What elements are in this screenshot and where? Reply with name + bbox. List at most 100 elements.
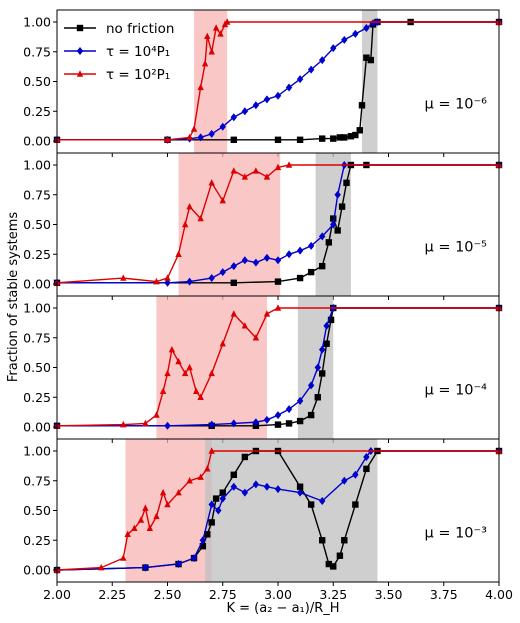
legend: no friction τ = 10⁴P₁ τ = 10²P₁	[64, 21, 174, 83]
data-point	[219, 122, 226, 131]
x-tick-label: 3.00	[264, 587, 292, 602]
data-point	[208, 447, 215, 454]
data-point	[204, 531, 211, 538]
x-tick-label: 3.25	[319, 587, 347, 602]
x-tick-label: 4.00	[485, 587, 513, 602]
data-point	[274, 91, 282, 100]
y-tick-label: 0.50	[23, 217, 51, 232]
data-point	[296, 246, 304, 255]
data-point	[307, 381, 315, 390]
data-point	[164, 278, 171, 287]
data-point	[230, 136, 237, 144]
x-tick-label: 3.50	[375, 587, 403, 602]
data-point	[98, 563, 105, 571]
data-point	[241, 488, 249, 497]
data-point	[120, 420, 127, 428]
data-point	[347, 133, 355, 140]
data-point	[274, 256, 282, 265]
legend-label: τ = 10⁴P₁	[106, 44, 170, 60]
data-point	[285, 83, 293, 92]
data-point	[230, 279, 237, 287]
shaded-region	[205, 439, 378, 582]
data-point	[241, 107, 249, 116]
data-point	[193, 387, 200, 394]
data-point	[164, 274, 171, 281]
data-point	[323, 340, 330, 347]
shaded-region	[156, 296, 267, 439]
y-tick-label: 1.00	[23, 444, 51, 459]
data-point	[252, 258, 260, 267]
series-line	[57, 21, 499, 141]
data-point	[219, 340, 226, 347]
x-tick-label: 2.75	[209, 587, 237, 602]
data-point	[186, 477, 193, 484]
data-point	[159, 488, 167, 496]
data-point	[356, 127, 363, 134]
data-point	[252, 480, 260, 489]
legend-marker	[76, 47, 84, 55]
data-point	[274, 485, 282, 494]
data-point	[219, 494, 226, 503]
data-point	[307, 241, 315, 250]
data-point	[164, 500, 171, 508]
data-point	[208, 179, 215, 186]
y-tick-label: 0.00	[23, 134, 51, 149]
x-tick-label: 2.25	[98, 587, 126, 602]
data-point	[330, 44, 337, 53]
data-point	[146, 524, 154, 532]
data-point	[352, 501, 359, 508]
data-point	[197, 393, 204, 400]
data-point	[164, 136, 171, 143]
data-point	[230, 310, 237, 317]
y-axis-label: Fraction of stable systems	[6, 212, 21, 383]
y-tick-label: 0.25	[23, 247, 51, 262]
data-point	[124, 530, 131, 537]
data-point	[120, 274, 127, 281]
data-point	[164, 421, 171, 430]
data-point	[323, 321, 330, 330]
y-tick-label: 0.75	[23, 330, 51, 345]
data-point	[175, 560, 182, 569]
data-point	[212, 24, 220, 31]
data-point	[341, 35, 348, 44]
y-tick-label: 0.75	[23, 187, 51, 202]
data-point	[363, 465, 370, 473]
data-point	[131, 524, 138, 532]
data-point	[230, 262, 237, 271]
data-point	[274, 411, 282, 420]
data-point	[197, 473, 204, 480]
data-point	[325, 560, 333, 568]
data-point	[190, 554, 198, 563]
data-point	[338, 203, 346, 210]
y-tick-label: 0.00	[23, 420, 51, 435]
data-point	[208, 519, 215, 526]
data-point	[217, 30, 224, 37]
data-point	[153, 277, 160, 285]
data-point	[296, 136, 304, 144]
data-point	[341, 537, 348, 544]
data-point	[215, 506, 222, 515]
data-point	[230, 419, 237, 428]
data-point	[241, 256, 249, 265]
data-point	[186, 133, 193, 141]
data-point	[204, 465, 211, 472]
data-point	[159, 387, 167, 394]
data-point	[252, 167, 260, 174]
x-tick-label: 3.75	[430, 587, 458, 602]
y-tick-label: 0.25	[23, 390, 51, 405]
data-point	[230, 167, 237, 174]
data-point	[252, 101, 260, 110]
data-point	[164, 369, 171, 377]
y-tick-label: 0.75	[23, 44, 51, 59]
data-point	[197, 83, 204, 91]
data-point	[230, 471, 237, 478]
data-point	[285, 250, 293, 259]
data-point	[197, 214, 204, 222]
shaded-region	[178, 153, 281, 296]
data-point	[199, 543, 207, 550]
legend-marker	[76, 70, 84, 77]
data-point	[168, 345, 176, 353]
legend-label: τ = 10²P₁	[106, 67, 170, 83]
data-point	[175, 250, 182, 257]
